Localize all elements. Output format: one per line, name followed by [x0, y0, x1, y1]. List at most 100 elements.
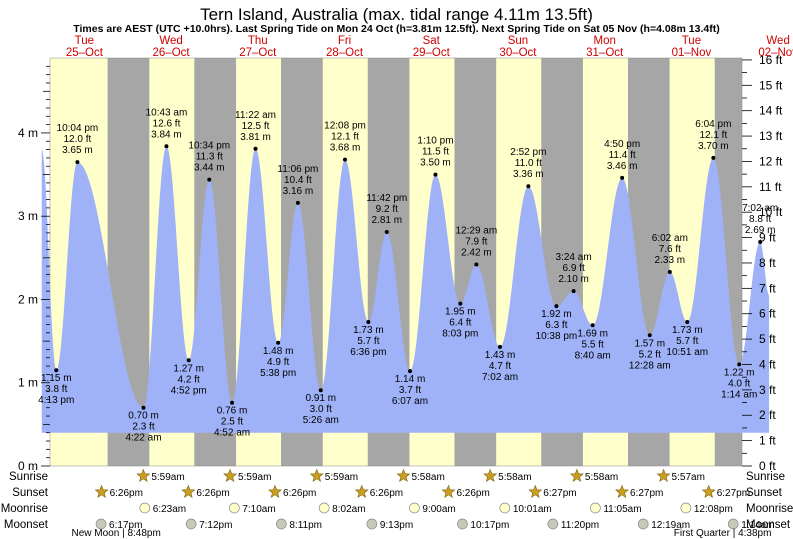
day-of-week-label: Tue: [682, 35, 701, 47]
low-tide-point: [186, 358, 191, 363]
high-tide-point: [342, 157, 347, 162]
tide-time-label: 2:52 pm: [510, 147, 546, 158]
sunrise-time: 5:58am: [585, 472, 618, 483]
moonrise-time: 11:05am: [603, 504, 641, 515]
chart-subtitle: Times are AEST (UTC +10.0hrs). Last Spri…: [73, 23, 719, 35]
moonrise-time: 9:00am: [422, 504, 455, 515]
y-right-tick-label: 13 ft: [759, 129, 783, 143]
moonset-time: 1:14am: [741, 520, 774, 531]
y-right-tick-label: 8 ft: [759, 256, 776, 270]
tide-time-label: 4:22 am: [125, 433, 161, 444]
day-of-week-label: Sat: [423, 35, 441, 47]
low-tide-point: [408, 369, 413, 374]
moonset-icon: [547, 518, 559, 530]
tide-time-label: 8:03 pm: [442, 329, 478, 340]
low-tide-point: [141, 405, 146, 410]
date-label: 27–Oct: [239, 47, 277, 59]
tide-time-label: 6:04 pm: [695, 119, 731, 130]
tide-ft-label: 12.6 ft: [153, 118, 181, 129]
date-label: 28–Oct: [326, 47, 364, 59]
low-tide-point: [685, 319, 690, 324]
high-tide-point: [474, 262, 479, 267]
row-label-right: Moonrise: [746, 503, 793, 515]
tide-ft-label: 10.4 ft: [284, 175, 312, 186]
high-tide-point: [758, 240, 763, 245]
moonset-time: 9:13pm: [380, 520, 413, 531]
y-right-tick-label: 16 ft: [759, 53, 783, 67]
y-right-tick-label: 4 ft: [759, 357, 776, 371]
tide-time-label: 11:06 pm: [277, 164, 318, 175]
high-tide-point: [433, 172, 438, 177]
sunset-icon: [94, 484, 109, 498]
date-label: 31–Oct: [586, 47, 624, 59]
sunset-time: 6:26pm: [283, 488, 316, 499]
moonset-time: 11:20pm: [561, 520, 599, 531]
y-left-tick-label: 1 m: [18, 376, 38, 390]
sunset-icon: [615, 484, 629, 498]
sunset-time: 6:26pm: [196, 488, 229, 499]
tide-m-label: 1.95 m: [445, 307, 476, 318]
tide-time-label: 4:50 pm: [604, 139, 640, 150]
tide-time-label: 10:43 am: [146, 107, 188, 118]
row-label-right: Sunset: [746, 487, 783, 499]
sunrise-time: 5:58am: [411, 472, 444, 483]
day-labels: Tue25–OctWed26–OctThu27–OctFri28–OctSat2…: [66, 35, 793, 59]
tide-m-label: 1.57 m: [634, 338, 665, 349]
y-left-tick-label: 4 m: [18, 126, 38, 140]
row-label-right: Moonset: [746, 519, 791, 531]
tide-time-label: 1:10 pm: [417, 136, 453, 147]
low-tide-point: [554, 304, 559, 309]
tide-time-label: 10:51 am: [666, 347, 708, 358]
low-tide-point: [54, 368, 59, 373]
tide-ft-label: 6.4 ft: [449, 318, 471, 329]
tide-curve-area: [41, 146, 770, 433]
tide-time-label: 12:29 am: [455, 225, 497, 236]
sunrise-icon: [136, 468, 151, 482]
sunset-time: 6:26pm: [456, 488, 489, 499]
sunset-icon: [268, 484, 282, 498]
plot-frame: [49, 57, 743, 467]
sunrise-icon: [396, 468, 411, 482]
moonrise-icon: [139, 502, 151, 514]
moonset-time: 10:17pm: [470, 520, 509, 531]
day-of-week-label: Sun: [508, 35, 528, 47]
y-right-tick-label: 9 ft: [759, 231, 776, 245]
tide-time-label: 5:26 am: [303, 415, 339, 426]
low-tide-point: [647, 333, 652, 338]
moonset-icon: [366, 518, 378, 530]
day-of-week-label: Tue: [75, 35, 94, 47]
tide-ft-label: 7.9 ft: [465, 236, 487, 247]
tide-ft-label: 12.1 ft: [331, 132, 359, 143]
tide-ft-label: 5.2 ft: [639, 349, 661, 360]
tide-ft-label: 6.9 ft: [562, 263, 584, 274]
tide-ft-label: 5.7 ft: [676, 336, 698, 347]
sunset-icon: [181, 484, 196, 498]
y-left-tick-label: 3 m: [18, 209, 38, 223]
date-label: 30–Oct: [499, 47, 537, 59]
day-of-week-label: Fri: [338, 35, 351, 47]
date-label: 25–Oct: [66, 47, 104, 59]
sunset-time: 6:26pm: [110, 488, 143, 499]
tide-ft-label: 4.9 ft: [267, 357, 289, 368]
tide-m-label: 3.81 m: [240, 132, 271, 143]
y-right-tick-label: 3 ft: [759, 383, 776, 397]
day-of-week-label: Thu: [248, 35, 268, 47]
chart-title: Tern Island, Australia (max. tidal range…: [200, 5, 593, 24]
sun-moon-rows: Sunrise Sunrise Sunset Sunset Moonrise Moonri…: [1, 468, 793, 539]
sunrise-icon: [569, 468, 584, 482]
tide-time-label: 12:28 am: [629, 360, 671, 371]
tide-time-label: 11:22 am: [235, 110, 276, 121]
low-tide-point: [276, 340, 281, 345]
high-tide-point: [253, 146, 258, 151]
tide-ft-label: 11.4 ft: [609, 150, 636, 161]
y-right-tick-label: 2 ft: [759, 408, 776, 422]
moonrise-icon: [318, 502, 330, 514]
low-tide-point: [590, 323, 595, 328]
moonrise-icon: [590, 502, 601, 514]
moon-phase-label: New Moon | 8:48pm: [72, 528, 161, 539]
tide-m-label: 0.76 m: [217, 406, 248, 417]
tide-time-label: 10:04 pm: [57, 123, 99, 134]
moonrise-icon: [680, 502, 692, 514]
